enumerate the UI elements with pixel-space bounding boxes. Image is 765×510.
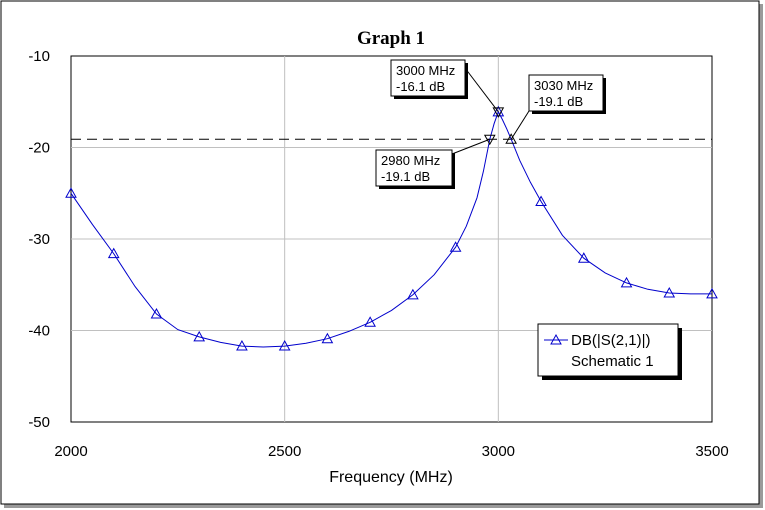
axes: 2000 2500 3000 3500 -10 -20 -30 -40 -50	[28, 48, 728, 460]
marker-label-freq: 3030 MHz	[534, 78, 593, 93]
legend-box	[537, 323, 679, 377]
data-point	[321, 332, 334, 344]
x-tick-label: 3000	[482, 443, 515, 460]
marker-3: 2980 MHz-19.1 dB	[375, 134, 496, 189]
x-tick-label: 2000	[54, 443, 87, 460]
y-tick-label: -40	[28, 323, 50, 340]
x-tick-label: 2500	[268, 443, 301, 460]
x-tick-label: 3500	[695, 443, 728, 460]
data-point	[107, 247, 120, 259]
marker-label-freq: 3000 MHz	[396, 63, 455, 78]
marker-label-freq: 2980 MHz	[381, 153, 440, 168]
data-point	[620, 276, 633, 288]
marker-label-value: -19.1 dB	[534, 94, 583, 109]
marker-symbol	[492, 107, 505, 118]
marker-2: 3030 MHz-19.1 dB	[505, 74, 606, 144]
series-line	[70, 110, 712, 348]
data-point	[663, 286, 676, 298]
marker-symbol	[483, 134, 496, 146]
marker-1: 3000 MHz-16.1 dB	[390, 59, 505, 118]
marker-label-box	[390, 59, 466, 97]
data-point	[150, 308, 163, 319]
marker-label-value: -19.1 dB	[381, 169, 430, 184]
marker-leader-line	[451, 138, 490, 155]
marker-symbol	[505, 133, 518, 144]
y-tick-label: -10	[28, 48, 50, 65]
marker-label-box	[375, 149, 453, 187]
data-point	[278, 340, 291, 351]
data-point	[364, 316, 376, 327]
legend-triangle-icon	[550, 333, 562, 345]
data-point	[706, 287, 718, 299]
x-axis-label: Frequency (MHz)	[329, 469, 453, 486]
data-point	[193, 330, 206, 342]
legend[interactable]: DB(|S(2,1)|) Schematic 1	[537, 323, 682, 380]
chart-title: Graph 1	[357, 28, 425, 49]
y-tick-label: -50	[28, 414, 50, 431]
legend-series-sub: Schematic 1	[571, 353, 654, 370]
y-tick-label: -30	[28, 231, 50, 248]
marker-leader-line	[510, 110, 530, 140]
marker-label-value: -16.1 dB	[396, 79, 445, 94]
y-tick-label: -20	[28, 140, 50, 157]
marker-label-box	[528, 74, 604, 112]
data-point	[577, 252, 590, 263]
data-point	[449, 241, 462, 252]
data-point	[65, 187, 77, 198]
data-point	[535, 195, 547, 206]
data-point	[236, 340, 248, 351]
legend-series-name: DB(|S(2,1)|)	[571, 332, 650, 349]
marker-leader-line	[464, 67, 499, 113]
data-point	[407, 288, 419, 300]
